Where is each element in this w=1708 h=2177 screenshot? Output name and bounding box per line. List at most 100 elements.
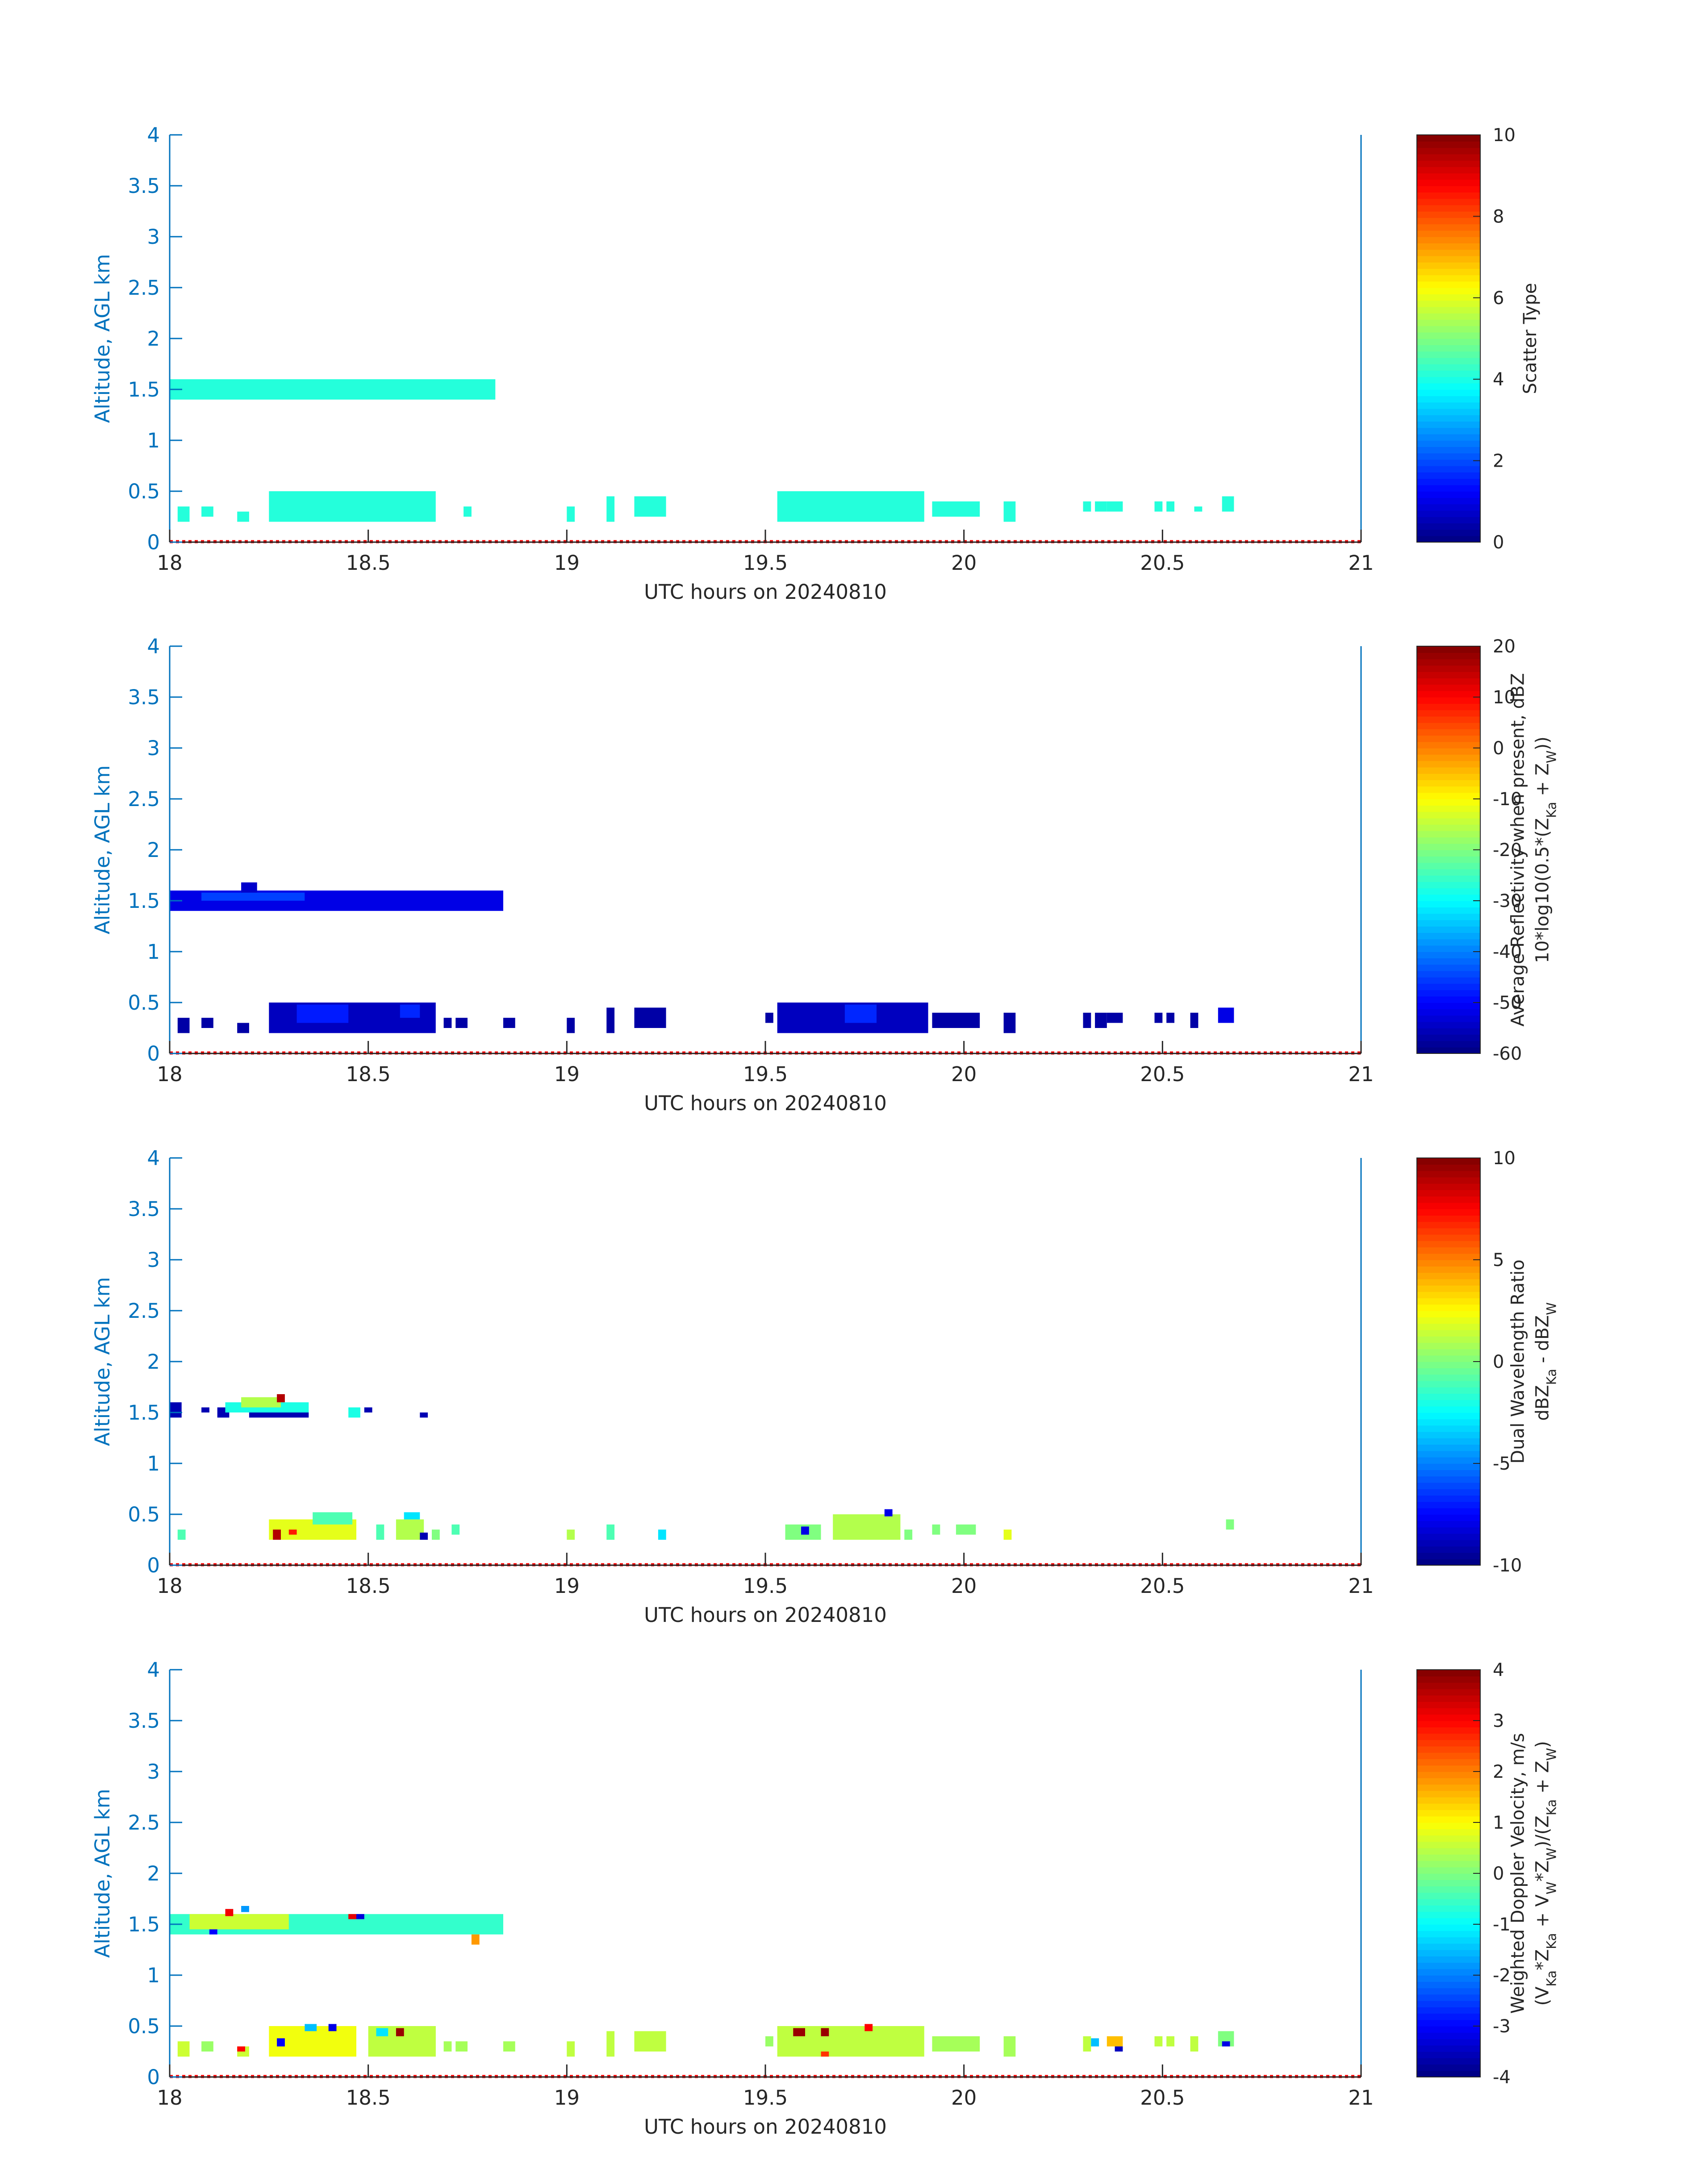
colorbar-swatch <box>1417 1336 1480 1343</box>
colorbar-swatch <box>1417 735 1480 742</box>
colorbar-swatch <box>1417 1253 1480 1260</box>
heatmap-cells <box>170 379 1234 522</box>
colorbar-tick-label: -2 <box>1493 1965 1511 1986</box>
colorbar-swatch <box>1417 1021 1480 1028</box>
heatmap-cell <box>567 1018 575 1033</box>
colorbar-tick-label: -40 <box>1493 942 1522 962</box>
colorbar-swatch <box>1417 1772 1480 1779</box>
colorbar-swatch <box>1417 338 1480 346</box>
colorbar-swatch <box>1417 1533 1480 1540</box>
colorbar-swatch <box>1417 1241 1480 1248</box>
heatmap-cell <box>177 1529 186 1540</box>
colorbar-swatch <box>1417 983 1480 990</box>
heatmap-cell <box>1115 2046 1123 2052</box>
colorbar-swatch <box>1417 1260 1480 1267</box>
colorbar-swatch <box>1417 154 1480 161</box>
colorbar-swatch <box>1417 1495 1480 1502</box>
colorbar-swatch <box>1417 440 1480 447</box>
heatmap-cell <box>201 2041 213 2052</box>
colorbar-swatch <box>1417 497 1480 505</box>
y-tick-label: 3.5 <box>128 685 160 709</box>
y-tick-label: 4 <box>147 1658 160 1682</box>
colorbar-swatch <box>1417 415 1480 422</box>
y-tick-label: 2.5 <box>128 1811 160 1834</box>
colorbar-tick-label: 10 <box>1493 687 1516 708</box>
colorbar-swatch <box>1417 491 1480 498</box>
heatmap-cell <box>201 1407 209 1412</box>
colorbar-swatch <box>1417 434 1480 441</box>
colorbar-swatch <box>1417 1994 1480 2001</box>
x-tick-label: 21 <box>1348 2086 1374 2110</box>
colorbar-swatch <box>1417 192 1480 199</box>
colorbar-swatch <box>1417 319 1480 326</box>
colorbar-swatch <box>1417 1247 1480 1254</box>
heatmap-cell <box>348 1407 360 1418</box>
colorbar-label: Weighted Doppler Velocity, m/s <box>1508 1733 1528 2014</box>
heatmap-cell <box>277 2038 285 2047</box>
heatmap-cell <box>1095 501 1107 512</box>
colorbar-swatch <box>1417 517 1480 524</box>
heatmap-cell <box>567 2041 575 2057</box>
colorbar-swatch <box>1417 1701 1480 1709</box>
colorbar-swatch <box>1417 2070 1480 2077</box>
heatmap-cell <box>241 1397 281 1408</box>
colorbar-swatch <box>1417 383 1480 390</box>
colorbar-swatch <box>1417 1047 1480 1054</box>
colorbar-tick-label: 4 <box>1493 1660 1504 1680</box>
colorbar-swatch <box>1417 1040 1480 1048</box>
colorbar-swatch <box>1417 811 1480 819</box>
x-tick-label: 18 <box>157 1062 182 1086</box>
colorbar-swatch <box>1417 1540 1480 1547</box>
colorbar-swatch <box>1417 1822 1480 1830</box>
colorbar-swatch <box>1417 1298 1480 1305</box>
x-tick-label: 19 <box>554 551 580 575</box>
colorbar-swatch <box>1417 1759 1480 1766</box>
colorbar-swatch <box>1417 754 1480 761</box>
colorbar-swatch <box>1417 2032 1480 2039</box>
heatmap-cell <box>177 506 190 522</box>
colorbar-swatch <box>1417 186 1480 193</box>
colorbar: 0 2 4 6 8 10 Scatter Type <box>1416 125 1541 553</box>
heatmap-cell <box>1083 2036 1091 2052</box>
y-tick-label: 0 <box>147 1042 160 1066</box>
colorbar-swatch <box>1417 351 1480 358</box>
colorbar-swatch <box>1417 2058 1480 2065</box>
heatmap-cell <box>201 892 305 901</box>
colorbar-swatch <box>1417 1501 1480 1508</box>
colorbar-swatch <box>1417 1158 1480 1165</box>
colorbar-swatch <box>1417 1918 1480 1925</box>
colorbar-swatch <box>1417 1304 1480 1311</box>
colorbar-swatch <box>1417 856 1480 863</box>
heatmap-cell <box>471 1934 480 1945</box>
colorbar-swatch <box>1417 1911 1480 1918</box>
colorbar-swatch <box>1417 345 1480 352</box>
colorbar-swatch <box>1417 1956 1480 1963</box>
colorbar-swatch <box>1417 1009 1480 1016</box>
colorbar-tick-label: -20 <box>1493 840 1522 861</box>
heatmap-cell <box>376 1524 384 1540</box>
x-tick-label: 20 <box>951 551 977 575</box>
heatmap-cell <box>364 1407 372 1412</box>
colorbar-swatch <box>1417 224 1480 231</box>
colorbar-frame <box>1416 134 1481 543</box>
y-tick-label: 1.5 <box>128 1913 160 1936</box>
x-tick-label: 19.5 <box>743 1062 788 1086</box>
colorbar-swatch <box>1417 1202 1480 1209</box>
colorbar-swatch <box>1417 160 1480 167</box>
colorbar-swatch <box>1417 364 1480 371</box>
colorbar-swatch <box>1417 869 1480 876</box>
colorbar-swatch <box>1417 1291 1480 1299</box>
heatmap-cell <box>237 1023 249 1033</box>
heatmap-cell <box>296 1004 349 1023</box>
colorbar-swatch <box>1417 1816 1480 1823</box>
colorbar-label: Dual Wavelength Ratio <box>1508 1259 1528 1463</box>
colorbar-swatch <box>1417 2019 1480 2027</box>
heatmap-cell <box>1154 2036 1163 2047</box>
colorbar-swatch <box>1417 1721 1480 1728</box>
colorbar-label: (VKa*ZKa + VW*ZW)/(ZKa + ZW) <box>1533 1741 1559 2006</box>
colorbar-swatch <box>1417 1438 1480 1445</box>
colorbar-swatch <box>1417 1905 1480 1912</box>
colorbar-swatch <box>1417 1190 1480 1197</box>
heatmap-cell <box>567 1529 575 1540</box>
heatmap-cell <box>451 1524 460 1535</box>
